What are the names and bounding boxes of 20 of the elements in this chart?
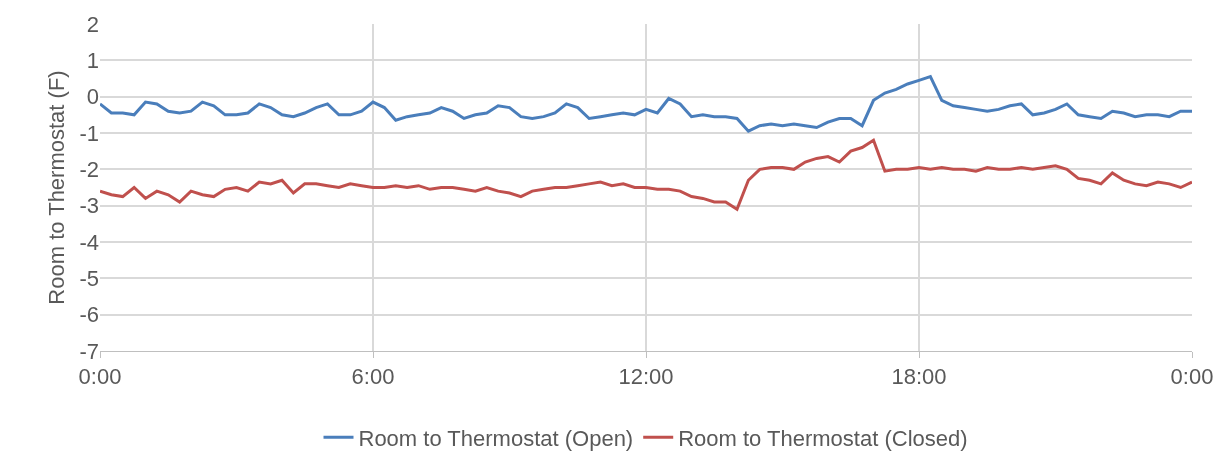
legend-label: Room to Thermostat (Closed) <box>678 425 968 451</box>
y-tick-label: -6 <box>79 302 99 328</box>
y-tick-label: 1 <box>86 48 99 74</box>
legend-label: Room to Thermostat (Open) <box>358 425 634 451</box>
y-tick-label: 0 <box>86 84 99 110</box>
y-tick-label: -7 <box>79 338 99 364</box>
y-tick-label: 2 <box>86 11 99 37</box>
y-tick-label: -3 <box>79 193 99 219</box>
x-tick-label: 0:00 <box>1170 364 1214 390</box>
x-tick-label: 6:00 <box>351 364 395 390</box>
y-tick-label: -4 <box>79 229 99 255</box>
x-tick-label: 12:00 <box>618 364 674 390</box>
y-tick-label: -5 <box>79 266 99 292</box>
line-series <box>100 75 1192 133</box>
x-tick-label: 0:00 <box>78 364 122 390</box>
y-axis-title: Room to Thermostat (F) <box>44 70 70 305</box>
line-series <box>100 138 1192 211</box>
y-tick-label: -1 <box>79 120 99 146</box>
x-tick-label: 18:00 <box>891 364 947 390</box>
y-tick-label: -2 <box>79 157 99 183</box>
